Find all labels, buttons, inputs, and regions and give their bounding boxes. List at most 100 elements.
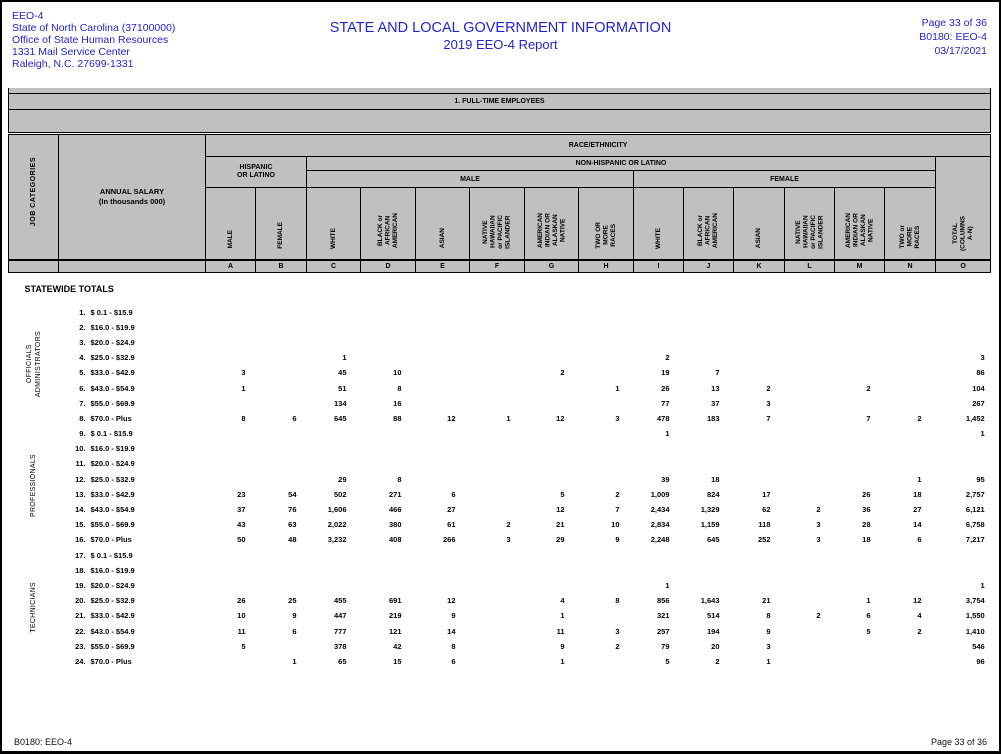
value-cell-i xyxy=(633,334,684,351)
value-cell-a xyxy=(205,334,256,351)
letter-h: H xyxy=(578,258,634,273)
page-info-block: Page 33 of 36 B0180: EEO-4 03/17/2021 xyxy=(919,16,987,58)
value-cell-l: 2 xyxy=(784,608,835,624)
value-cell-d xyxy=(360,441,416,457)
value-cell-a: 50 xyxy=(205,532,256,548)
salary-range-cell: 14. $43.0 - $54.9 xyxy=(58,501,206,518)
salary-range-cell: 1. $ 0.1 - $15.9 xyxy=(58,304,206,320)
value-cell-k xyxy=(733,577,785,594)
salary-range-text: $33.0 - $42.9 xyxy=(90,368,135,378)
value-cell-i: 77 xyxy=(633,395,684,411)
table-row: 24. $70.0 - Plus 1 65 15 6 1 5 2 1 96 xyxy=(9,653,991,669)
value-cell-e: 27 xyxy=(415,501,470,518)
row-number: 23. xyxy=(75,641,86,651)
value-cell-f xyxy=(469,577,525,594)
value-cell-c: 65 xyxy=(306,653,361,669)
value-cell-i: 1 xyxy=(633,577,684,594)
value-cell-e xyxy=(415,471,470,487)
value-cell-e xyxy=(415,319,470,335)
value-cell-n: 18 xyxy=(884,486,936,502)
value-cell-i: 2,248 xyxy=(633,532,684,548)
value-cell-f xyxy=(469,593,525,609)
job-categories-header: JOB CATEGORIES xyxy=(8,134,59,260)
value-cell-b: 6 xyxy=(255,623,307,639)
salary-range-cell: 13. $33.0 - $42.9 xyxy=(58,486,206,502)
value-cell-i: 1 xyxy=(633,426,684,442)
value-cell-n: 12 xyxy=(884,593,936,609)
value-cell-l xyxy=(784,623,835,639)
value-cell-l xyxy=(784,319,835,335)
value-cell-k xyxy=(733,334,785,351)
value-cell-o xyxy=(935,304,991,320)
letter-blank-2 xyxy=(58,258,206,273)
value-cell-e xyxy=(415,395,470,411)
value-cell-f xyxy=(469,623,525,639)
value-cell-o: 96 xyxy=(935,653,991,669)
value-cell-k: 21 xyxy=(733,593,785,609)
value-cell-j xyxy=(683,350,734,366)
table-row: 21. $33.0 - $42.9 10 9 447 219 9 1 321 514 8 2 6 4 1,5… xyxy=(9,608,991,624)
row-number: 21. xyxy=(75,611,86,621)
salary-range-text: $55.0 - $69.9 xyxy=(90,520,135,530)
col-header-j: BLACK or AFRICAN AMERICAN xyxy=(683,187,734,260)
value-cell-d: 8 xyxy=(360,380,416,396)
value-cell-d: 121 xyxy=(360,623,416,639)
value-cell-l: 2 xyxy=(784,501,835,518)
total-column-header: TOTAL (COLUMNS A-N) xyxy=(934,156,992,260)
value-cell-l xyxy=(784,365,835,381)
value-cell-a: 11 xyxy=(205,623,256,639)
letter-g: G xyxy=(524,258,579,273)
footer-report-code: B0180: EEO-4 xyxy=(14,737,73,747)
value-cell-a xyxy=(205,319,256,335)
value-cell-e xyxy=(415,350,470,366)
value-cell-a xyxy=(205,395,256,411)
table-row: 10. $16.0 - $19.9 xyxy=(9,441,991,457)
value-cell-m xyxy=(834,577,885,594)
value-cell-m xyxy=(834,304,885,320)
value-cell-b xyxy=(255,380,307,396)
table-row: 7. $55.0 - $69.9 134 16 77 37 3 267 xyxy=(9,395,991,411)
value-cell-f xyxy=(469,653,525,669)
value-cell-j: 18 xyxy=(683,471,734,487)
value-cell-o: 1,452 xyxy=(935,410,991,426)
value-cell-f xyxy=(469,456,525,472)
value-cell-d: 10 xyxy=(360,365,416,381)
row-number: 12. xyxy=(75,474,86,484)
value-cell-i: 19 xyxy=(633,365,684,381)
value-cell-c xyxy=(306,319,361,335)
value-cell-f xyxy=(469,380,525,396)
value-cell-a xyxy=(205,304,256,320)
value-cell-a xyxy=(205,441,256,457)
value-cell-e xyxy=(415,380,470,396)
value-cell-c: 134 xyxy=(306,395,361,411)
value-cell-o: 1,550 xyxy=(935,608,991,624)
value-cell-n xyxy=(884,562,936,578)
value-cell-a xyxy=(205,562,256,578)
salary-range-text: $ 0.1 - $15.9 xyxy=(90,550,133,560)
value-cell-i xyxy=(633,456,684,472)
salary-range-text: $55.0 - $69.9 xyxy=(90,641,135,651)
value-cell-m xyxy=(834,350,885,366)
value-cell-f xyxy=(469,304,525,320)
value-cell-d xyxy=(360,577,416,594)
value-cell-m xyxy=(834,471,885,487)
value-cell-g: 29 xyxy=(524,532,579,548)
job-category-rotated-text: PROFESSIONALS xyxy=(30,454,37,518)
value-cell-f xyxy=(469,319,525,335)
value-cell-a: 26 xyxy=(205,593,256,609)
value-cell-n: 6 xyxy=(884,532,936,548)
value-cell-c xyxy=(306,441,361,457)
value-cell-a: 5 xyxy=(205,638,256,654)
value-cell-m: 36 xyxy=(834,501,885,518)
value-cell-e: 12 xyxy=(415,410,470,426)
value-cell-d: 380 xyxy=(360,517,416,533)
value-cell-a: 3 xyxy=(205,365,256,381)
value-cell-j: 183 xyxy=(683,410,734,426)
value-cell-b: 48 xyxy=(255,532,307,548)
value-cell-f xyxy=(469,547,525,563)
value-cell-g: 21 xyxy=(524,517,579,533)
report-subtitle: 2019 EEO-4 Report xyxy=(443,37,558,52)
value-cell-b: 1 xyxy=(255,653,307,669)
salary-range-text: $ 0.1 - $15.9 xyxy=(90,307,133,317)
value-cell-n xyxy=(884,319,936,335)
